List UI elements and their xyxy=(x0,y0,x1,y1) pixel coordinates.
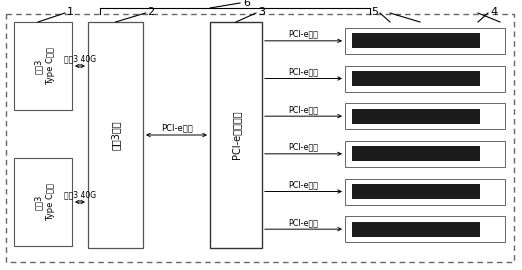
Text: 雷电3: 雷电3 xyxy=(33,194,42,210)
Bar xyxy=(14,22,72,110)
Bar xyxy=(345,103,505,129)
Text: PCI-e交换芯片: PCI-e交换芯片 xyxy=(231,111,241,159)
Text: 4: 4 xyxy=(490,7,497,17)
Text: 3: 3 xyxy=(258,7,265,17)
Bar xyxy=(345,28,505,54)
Bar xyxy=(352,109,480,124)
Text: 雷电3芯片: 雷电3芯片 xyxy=(111,120,121,150)
Text: 1: 1 xyxy=(67,7,74,17)
Text: PCI-e通道: PCI-e通道 xyxy=(289,68,318,76)
Bar xyxy=(352,33,480,48)
Bar xyxy=(345,66,505,92)
Text: 雷电3: 雷电3 xyxy=(33,58,42,74)
Bar xyxy=(345,178,505,204)
Text: 2: 2 xyxy=(148,7,155,17)
Bar xyxy=(352,184,480,199)
Bar xyxy=(14,158,72,246)
Text: PCI-e通道: PCI-e通道 xyxy=(289,181,318,190)
Bar xyxy=(352,71,480,86)
Text: PCI-e通道: PCI-e通道 xyxy=(161,123,193,132)
Text: 雷电3 40G: 雷电3 40G xyxy=(64,54,96,63)
Bar xyxy=(345,141,505,167)
Text: 5: 5 xyxy=(371,7,378,17)
Bar xyxy=(210,22,262,248)
Text: PCI-e通道: PCI-e通道 xyxy=(289,143,318,152)
Text: PCI-e通道: PCI-e通道 xyxy=(289,30,318,39)
Text: Type C接口: Type C接口 xyxy=(46,183,55,221)
Bar xyxy=(88,22,143,248)
Bar xyxy=(352,146,480,161)
Text: Type C接口: Type C接口 xyxy=(46,47,55,85)
Text: 雷电3 40G: 雷电3 40G xyxy=(64,190,96,199)
Text: 6: 6 xyxy=(243,0,250,8)
Text: PCI-e通道: PCI-e通道 xyxy=(289,218,318,227)
Text: PCI-e通道: PCI-e通道 xyxy=(289,105,318,114)
Bar xyxy=(345,216,505,242)
Bar xyxy=(352,222,480,237)
